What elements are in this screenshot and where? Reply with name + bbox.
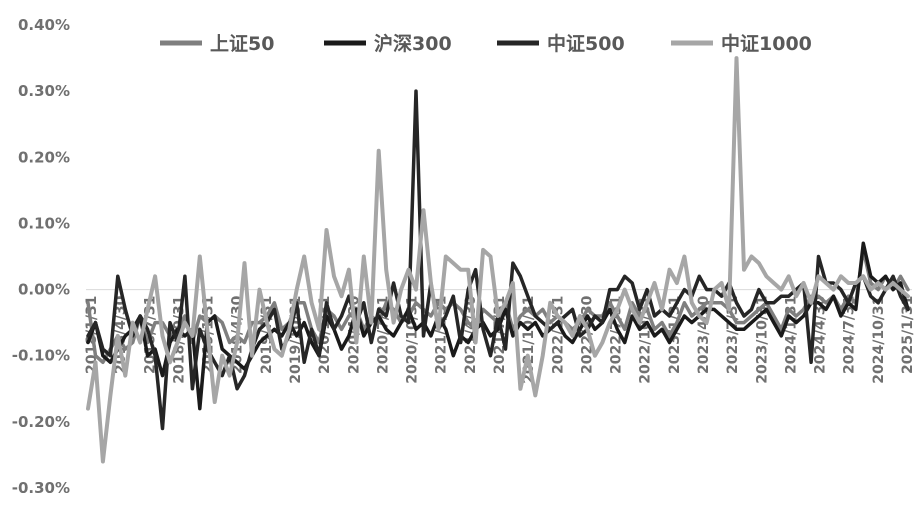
y-tick-label: 0.40%: [18, 16, 70, 34]
series-line-4: [86, 56, 910, 464]
y-tick-label: 0.00%: [18, 281, 70, 299]
x-tick-label: 2024/10/31: [871, 296, 887, 384]
legend-label: 中证1000: [721, 32, 812, 55]
y-tick-label: 0.10%: [18, 214, 70, 232]
series-lines: [86, 56, 910, 464]
y-axis: 0.40% 0.30% 0.20% 0.10% 0.00% -0.10% -0.20% -0.…: [12, 16, 70, 497]
legend-label: 上证50: [210, 33, 274, 55]
x-tick-label: 2024/7/31: [842, 296, 858, 374]
x-tick-label: 2023/7/31: [725, 296, 741, 374]
y-tick-label: 0.20%: [18, 148, 70, 166]
x-tick-label: 2024/4/30: [813, 295, 829, 374]
x-tick-label: 2025/1/31: [900, 296, 916, 374]
legend-label: 中证500: [547, 32, 625, 55]
y-tick-label: -0.20%: [12, 413, 70, 431]
y-tick-label: -0.10%: [12, 347, 70, 365]
x-tick-label: 2024/1/31: [783, 296, 799, 374]
legend: 上证50 沪深300 中证500 中证1000: [160, 32, 812, 55]
legend-label: 沪深300: [374, 32, 452, 55]
series-line-2: [86, 241, 910, 411]
x-tick-label: 2022/1/31: [550, 296, 566, 374]
y-tick-label: 0.30%: [18, 82, 70, 100]
y-tick-label: -0.30%: [12, 479, 70, 497]
